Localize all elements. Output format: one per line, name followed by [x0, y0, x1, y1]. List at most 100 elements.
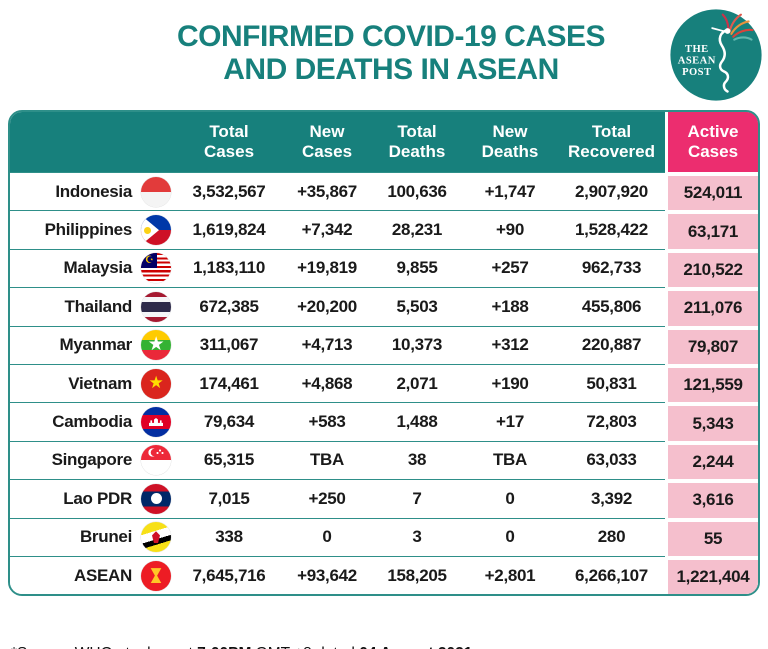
- new-deaths-cell: +2,801: [462, 555, 558, 594]
- footer-notes: *Source: WHO et. al. as at 7:00PM GMT +8…: [11, 599, 533, 649]
- header-active-cases: Active Cases: [665, 112, 758, 172]
- new-deaths-cell: +257: [462, 248, 558, 287]
- new-deaths-cell: TBA: [462, 440, 558, 479]
- new-deaths-cell: +90: [462, 210, 558, 248]
- header-new-cases: New Cases: [301, 122, 353, 161]
- table-row: Vietnam 174,461 +4,868 2,071 +190 50,831…: [10, 363, 758, 403]
- svg-text:POST: POST: [682, 67, 711, 78]
- table-header-row: Total Cases New Cases Total Deaths New D…: [10, 112, 758, 172]
- total-recovered-cell: 280: [558, 517, 665, 556]
- active-cases-cell: 121,559: [665, 363, 758, 403]
- active-cases-cell: 3,616: [665, 479, 758, 518]
- active-cases-cell: 1,221,404: [665, 555, 758, 595]
- table-body: Indonesia 3,532,567 +35,867 100,636 +1,7…: [10, 172, 758, 595]
- new-cases-cell: TBA: [282, 440, 372, 479]
- country-cell: Brunei: [10, 517, 176, 556]
- total-cases-cell: 174,461: [176, 363, 282, 402]
- total-recovered-cell: 455,806: [558, 287, 665, 325]
- country-name: Singapore: [51, 450, 133, 470]
- svg-text:THE: THE: [685, 44, 709, 55]
- new-deaths-cell: +188: [462, 287, 558, 325]
- total-recovered-cell: 6,266,107: [558, 555, 665, 594]
- philippines-flag-icon: [141, 215, 171, 246]
- new-cases-cell: +35,867: [282, 172, 372, 210]
- total-recovered-cell: 2,907,920: [558, 172, 665, 210]
- country-name: ASEAN: [73, 565, 132, 585]
- new-cases-cell: +20,200: [282, 287, 372, 325]
- svg-text:ASEAN: ASEAN: [678, 56, 716, 67]
- table-row: Malaysia 1,183,110 +19,819 9,855 +257 96…: [10, 248, 758, 288]
- total-cases-cell: 79,634: [176, 402, 282, 440]
- total-deaths-cell: 158,205: [372, 555, 462, 594]
- total-deaths-cell: 3: [372, 517, 462, 556]
- hummingbird-icon: [711, 13, 754, 93]
- asean-flag-icon: [141, 560, 171, 591]
- country-name: Vietnam: [68, 373, 132, 393]
- country-cell: Malaysia: [10, 248, 176, 287]
- country-cell: Cambodia: [10, 402, 176, 440]
- country-cell: Philippines: [10, 210, 176, 248]
- total-cases-cell: 672,385: [176, 287, 282, 325]
- total-recovered-cell: 72,803: [558, 402, 665, 440]
- total-deaths-cell: 2,071: [372, 363, 462, 402]
- new-deaths-cell: +17: [462, 402, 558, 440]
- total-recovered-cell: 962,733: [558, 248, 665, 287]
- country-name: Cambodia: [52, 412, 132, 432]
- new-cases-cell: 0: [282, 517, 372, 556]
- active-cases-cell: 63,171: [665, 210, 758, 249]
- table-row: Indonesia 3,532,567 +35,867 100,636 +1,7…: [10, 172, 758, 211]
- country-cell: Vietnam: [10, 363, 176, 402]
- vietnam-flag-icon: [141, 368, 171, 399]
- singapore-flag-icon: [141, 445, 171, 476]
- total-recovered-cell: 3,392: [558, 479, 665, 517]
- table-row: Brunei 338 0 3 0 280 55: [10, 517, 758, 556]
- country-name: Malaysia: [63, 258, 133, 278]
- new-deaths-cell: +190: [462, 363, 558, 402]
- table-row: Philippines 1,619,824 +7,342 28,231 +90 …: [10, 210, 758, 249]
- total-recovered-cell: 220,887: [558, 325, 665, 364]
- thailand-flag-icon: [141, 291, 171, 322]
- active-cases-cell: 55: [665, 517, 758, 556]
- total-deaths-cell: 9,855: [372, 248, 462, 287]
- header-total-recovered: Total Recovered: [568, 122, 655, 161]
- logo-text: THE ASEAN POST: [678, 44, 716, 78]
- active-cases-cell: 210,522: [665, 248, 758, 288]
- country-name: Philippines: [44, 220, 133, 240]
- new-cases-cell: +93,642: [282, 555, 372, 594]
- country-name: Myanmar: [59, 335, 132, 355]
- total-deaths-cell: 10,373: [372, 325, 462, 364]
- new-cases-cell: +583: [282, 402, 372, 440]
- total-deaths-cell: 28,231: [372, 210, 462, 248]
- total-cases-cell: 7,015: [176, 479, 282, 517]
- total-recovered-cell: 1,528,422: [558, 210, 665, 248]
- new-cases-cell: +250: [282, 479, 372, 517]
- new-cases-cell: +7,342: [282, 210, 372, 248]
- table-row: Cambodia 79,634 +583 1,488 +17 72,803 5,…: [10, 402, 758, 441]
- country-cell: Singapore: [10, 440, 176, 479]
- country-cell: ASEAN: [10, 555, 176, 594]
- total-cases-cell: 65,315: [176, 440, 282, 479]
- table-row: ASEAN 7,645,716 +93,642 158,205 +2,801 6…: [10, 555, 758, 595]
- total-cases-cell: 7,645,716: [176, 555, 282, 594]
- total-cases-cell: 3,532,567: [176, 172, 282, 210]
- new-deaths-cell: 0: [462, 517, 558, 556]
- table-row: Singapore 65,315 TBA 38 TBA 63,033 2,244: [10, 440, 758, 480]
- active-cases-cell: 79,807: [665, 325, 758, 364]
- asean-post-logo: THE ASEAN POST: [670, 9, 762, 101]
- covid-table: Total Cases New Cases Total Deaths New D…: [8, 110, 760, 597]
- myanmar-flag-icon: [141, 330, 171, 361]
- total-cases-cell: 1,619,824: [176, 210, 282, 248]
- country-name: Brunei: [79, 527, 132, 547]
- active-cases-cell: 211,076: [665, 287, 758, 326]
- country-name: Thailand: [64, 296, 133, 316]
- total-deaths-cell: 5,503: [372, 287, 462, 325]
- active-cases-cell: 5,343: [665, 402, 758, 441]
- page-title-line1: CONFIRMED COVID-19 CASES: [176, 20, 606, 53]
- total-deaths-cell: 7: [372, 479, 462, 517]
- malaysia-flag-icon: [141, 253, 171, 284]
- total-cases-cell: 311,067: [176, 325, 282, 364]
- country-cell: Thailand: [10, 287, 176, 325]
- active-cases-cell: 524,011: [665, 172, 758, 211]
- header-total-cases: Total Cases: [203, 122, 255, 161]
